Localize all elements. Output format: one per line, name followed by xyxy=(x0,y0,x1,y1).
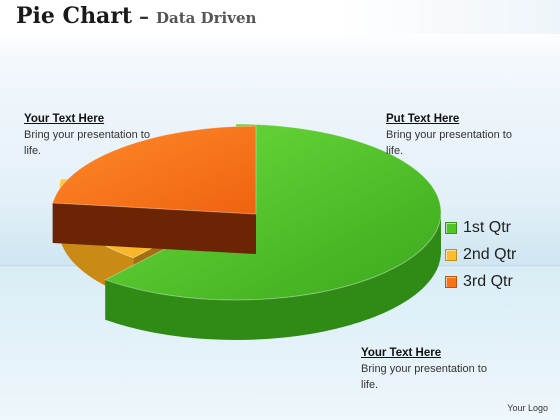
legend-swatch xyxy=(445,221,457,234)
legend-swatch xyxy=(445,248,457,261)
note-bottom: Your Text Here Bring your presentation t… xyxy=(361,345,501,393)
title-subtitle: Data Driven xyxy=(156,9,257,27)
title-bar xyxy=(0,0,560,34)
pie-slice-3 xyxy=(51,125,257,215)
pie-slice-3-wall-start xyxy=(52,202,256,254)
legend-item: 2nd Qtr xyxy=(445,241,516,268)
legend-label: 3rd Qtr xyxy=(463,272,513,290)
note-bottom-body: Bring your presentation to life. xyxy=(361,363,487,391)
legend-item: 3rd Qtr xyxy=(445,268,516,295)
note-left-heading: Your Text Here xyxy=(24,113,105,125)
pie-slice-1-side xyxy=(105,212,442,340)
note-left: Your Text Here Bring your presentation t… xyxy=(24,111,164,159)
note-top-right-heading: Put Text Here xyxy=(386,113,460,125)
logo-text: Your Logo xyxy=(507,403,548,413)
page-title: Pie Chart – Data Driven xyxy=(16,3,256,29)
legend-swatch xyxy=(445,275,457,288)
note-bottom-heading: Your Text Here xyxy=(361,347,442,359)
legend-label: 1st Qtr xyxy=(463,218,512,236)
pie-slice-1 xyxy=(104,123,442,301)
note-top-right: Put Text Here Bring your presentation to… xyxy=(386,111,526,159)
note-left-body: Bring your presentation to life. xyxy=(24,129,150,157)
legend-label: 2nd Qtr xyxy=(463,245,517,263)
chart-legend: 1st Qtr 2nd Qtr 3rd Qtr xyxy=(445,214,516,295)
title-main: Pie Chart xyxy=(16,3,133,29)
note-top-right-body: Bring your presentation to life. xyxy=(386,129,512,157)
legend-item: 1st Qtr xyxy=(445,214,516,241)
title-dash: – xyxy=(132,4,157,28)
